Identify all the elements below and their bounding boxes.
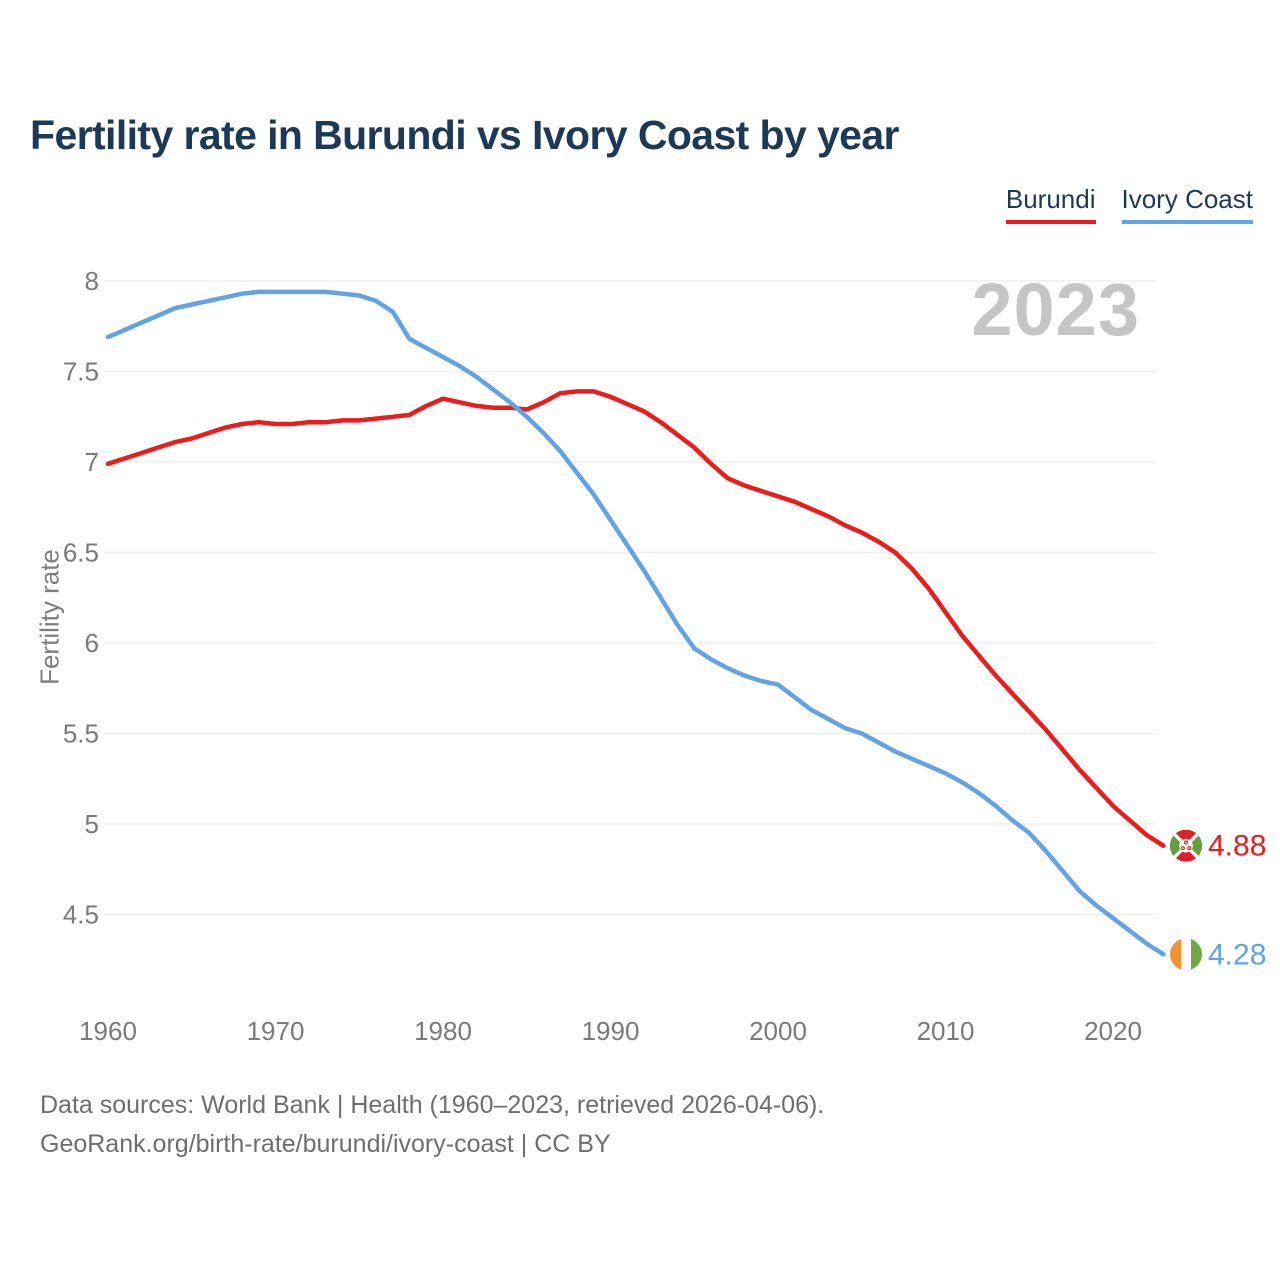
- x-tick-label: 2020: [1084, 1016, 1142, 1046]
- legend: Burundi Ivory Coast: [1005, 184, 1254, 224]
- y-tick-label: 8: [85, 266, 99, 296]
- ivory-coast-end-value: 4.28: [1208, 938, 1266, 971]
- legend-item-burundi[interactable]: Burundi: [1005, 184, 1096, 224]
- x-tick-label: 1990: [582, 1016, 640, 1046]
- series-line-ivory-coast[interactable]: [105, 289, 1166, 957]
- x-tick-label: 1960: [79, 1016, 137, 1046]
- y-tick-label: 5.5: [63, 719, 99, 749]
- legend-label-burundi: Burundi: [1005, 184, 1096, 214]
- page-title: Fertility rate in Burundi vs Ivory Coast…: [30, 112, 900, 158]
- series-line-burundi[interactable]: [105, 389, 1166, 848]
- year-watermark: 2023: [971, 268, 1140, 351]
- source-line-1: Data sources: World Bank | Health (1960–…: [40, 1091, 825, 1119]
- x-tick-label: 1970: [247, 1016, 305, 1046]
- ivory-coast-flag-icon: [1170, 938, 1202, 971]
- x-tick-label: 2010: [917, 1016, 975, 1046]
- gridlines: [104, 280, 1156, 916]
- y-tick-label: 6: [85, 628, 99, 658]
- y-tick-label: 7: [85, 447, 99, 477]
- source-attribution: Data sources: World Bank | Health (1960–…: [40, 1086, 824, 1164]
- legend-label-ivory-coast: Ivory Coast: [1121, 184, 1254, 214]
- source-line-2: GeoRank.org/birth-rate/burundi/ivory-coa…: [40, 1130, 611, 1158]
- y-tick-label: 5: [85, 809, 99, 839]
- series-lines: [105, 289, 1166, 957]
- legend-item-ivory-coast[interactable]: Ivory Coast: [1121, 184, 1254, 224]
- burundi-flag-icon: [1170, 829, 1202, 862]
- x-tick-label: 1980: [414, 1016, 472, 1046]
- y-tick-label: 6.5: [63, 538, 99, 568]
- y-tick-label: 7.5: [63, 357, 99, 387]
- x-tick-label: 2000: [749, 1016, 807, 1046]
- x-axis-labels: 1960 1970 1980 1990 2000 2010 2020: [79, 1016, 1142, 1046]
- y-tick-label: 4.5: [63, 900, 99, 930]
- y-axis-labels: 8 7.5 7 6.5 6 5.5 5 4.5: [63, 266, 99, 930]
- burundi-end-value: 4.88: [1208, 830, 1266, 863]
